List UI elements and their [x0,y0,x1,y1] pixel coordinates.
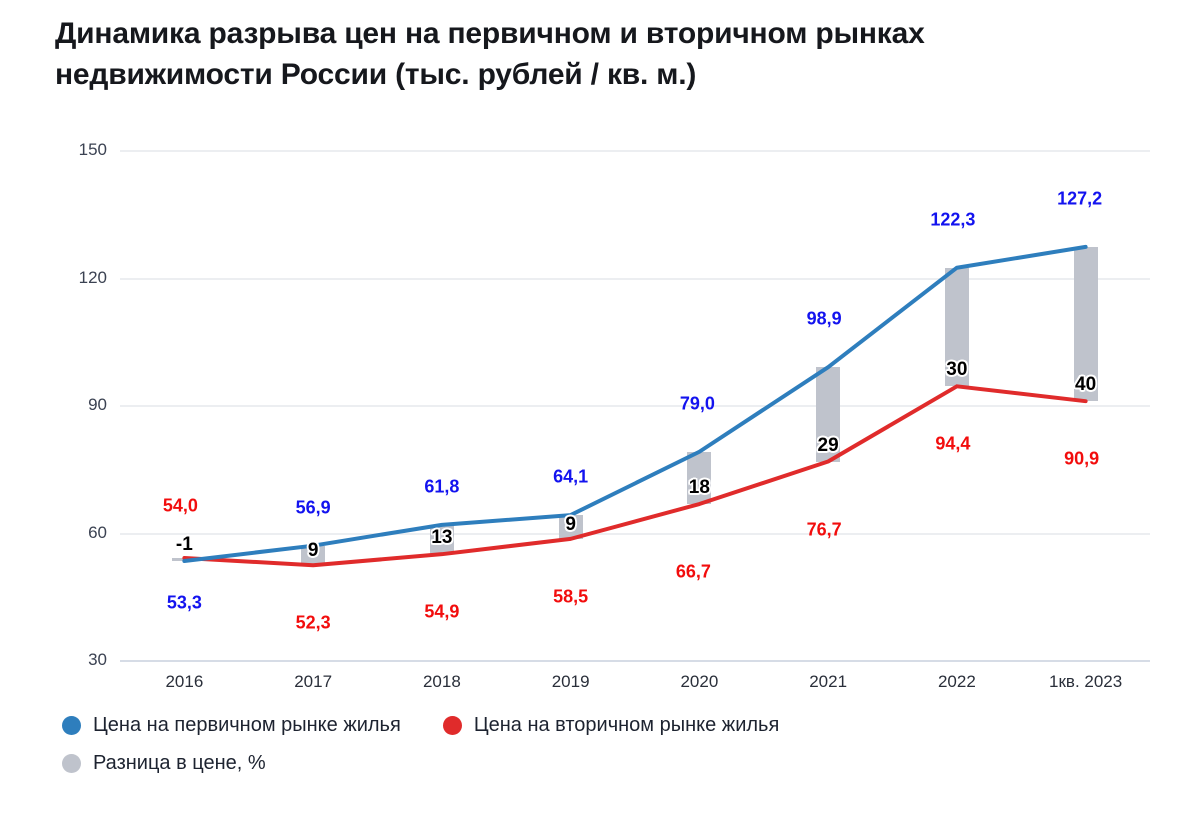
circle-marker-secondary-icon [442,715,462,735]
circle-marker-difference-icon [62,753,81,773]
primary-price-label: 61,8 [424,476,460,497]
difference-percent-label: 40 [1075,374,1097,396]
chart-title: Динамика разрыва цен на первичном и втор… [55,17,925,91]
difference-percent-label: -1 [175,533,193,555]
legend-item-secondary[interactable]: Цена на вторичном рынке жилья [442,713,780,737]
difference-bar[interactable] [1073,246,1098,402]
x-axis-tick-label: 2019 [551,672,590,691]
primary-price-label: 79,0 [679,393,715,414]
difference-percent-label: 9 [565,513,576,535]
difference-percent-label: 29 [817,434,839,456]
x-axis-tick-label: 2022 [937,672,976,691]
legend-row-top: Цена на первичном рынке жилья Цена на вт… [62,706,1062,744]
gridline [120,660,1150,662]
y-axis-tick-label: 120 [78,267,107,287]
primary-price-label: 64,1 [553,466,589,487]
y-axis-tick-label: 30 [88,650,107,669]
difference-percent-label: 9 [307,540,319,562]
difference-percent-label: 18 [688,477,710,499]
legend-label-difference: Разница в цене, % [93,751,266,774]
difference-bar[interactable] [558,515,583,539]
difference-bar[interactable] [687,451,712,505]
secondary-price-label: 66,7 [675,561,711,582]
difference-bar[interactable] [816,367,841,462]
primary-price-label: 127,2 [1057,188,1103,209]
legend-label-secondary: Цена на вторичном рынке жилья [473,713,780,736]
secondary-price-label: 54,9 [424,601,460,622]
chart-legend: Цена на первичном рынке жилья Цена на вт… [62,706,1062,782]
secondary-price-label: 76,7 [806,519,842,540]
gridline [120,405,1150,407]
primary-price-label: 56,9 [295,497,331,518]
difference-percent-label: 13 [431,527,453,549]
secondary-price-label: 52,3 [295,612,331,633]
secondary-price-label: 58,5 [553,586,589,607]
primary-price-label: 53,3 [166,592,202,613]
difference-bar[interactable] [944,267,969,387]
gridline [120,532,1150,535]
x-axis-tick-label: 2016 [165,672,204,691]
secondary-price-label: 54,0 [162,495,198,516]
y-axis-tick-label: 150 [78,140,107,159]
gridline [120,150,1150,152]
circle-marker-primary-icon [62,715,81,735]
series-line[interactable] [182,244,1088,563]
legend-item-difference[interactable]: Разница в цене, % [62,752,266,775]
y-axis-tick-label: 90 [88,395,107,414]
x-axis-tick-label: 1кв. 2023 [1049,672,1123,691]
x-axis-tick-label: 2017 [294,672,333,691]
x-axis-tick-label: 2021 [809,672,848,691]
y-axis-tick-label: 60 [88,522,107,542]
difference-bar[interactable] [301,545,326,566]
series-line[interactable] [182,384,1088,568]
difference-bar[interactable] [429,524,454,555]
secondary-price-label: 94,4 [935,433,971,454]
primary-price-label: 122,3 [930,209,976,230]
legend-label-primary: Цена на первичном рынке жилья [93,713,401,736]
legend-row-bottom: Разница в цене, % [62,744,1062,782]
primary-price-label: 98,9 [806,308,842,329]
secondary-price-label: 90,9 [1064,448,1100,469]
x-axis-tick-label: 2020 [680,672,719,691]
plot-area [120,150,1150,662]
gridline [120,277,1150,280]
difference-percent-label: 30 [946,359,968,381]
legend-item-primary[interactable]: Цена на первичном рынке жилья [62,714,401,737]
x-axis-tick-label: 2018 [422,672,461,691]
